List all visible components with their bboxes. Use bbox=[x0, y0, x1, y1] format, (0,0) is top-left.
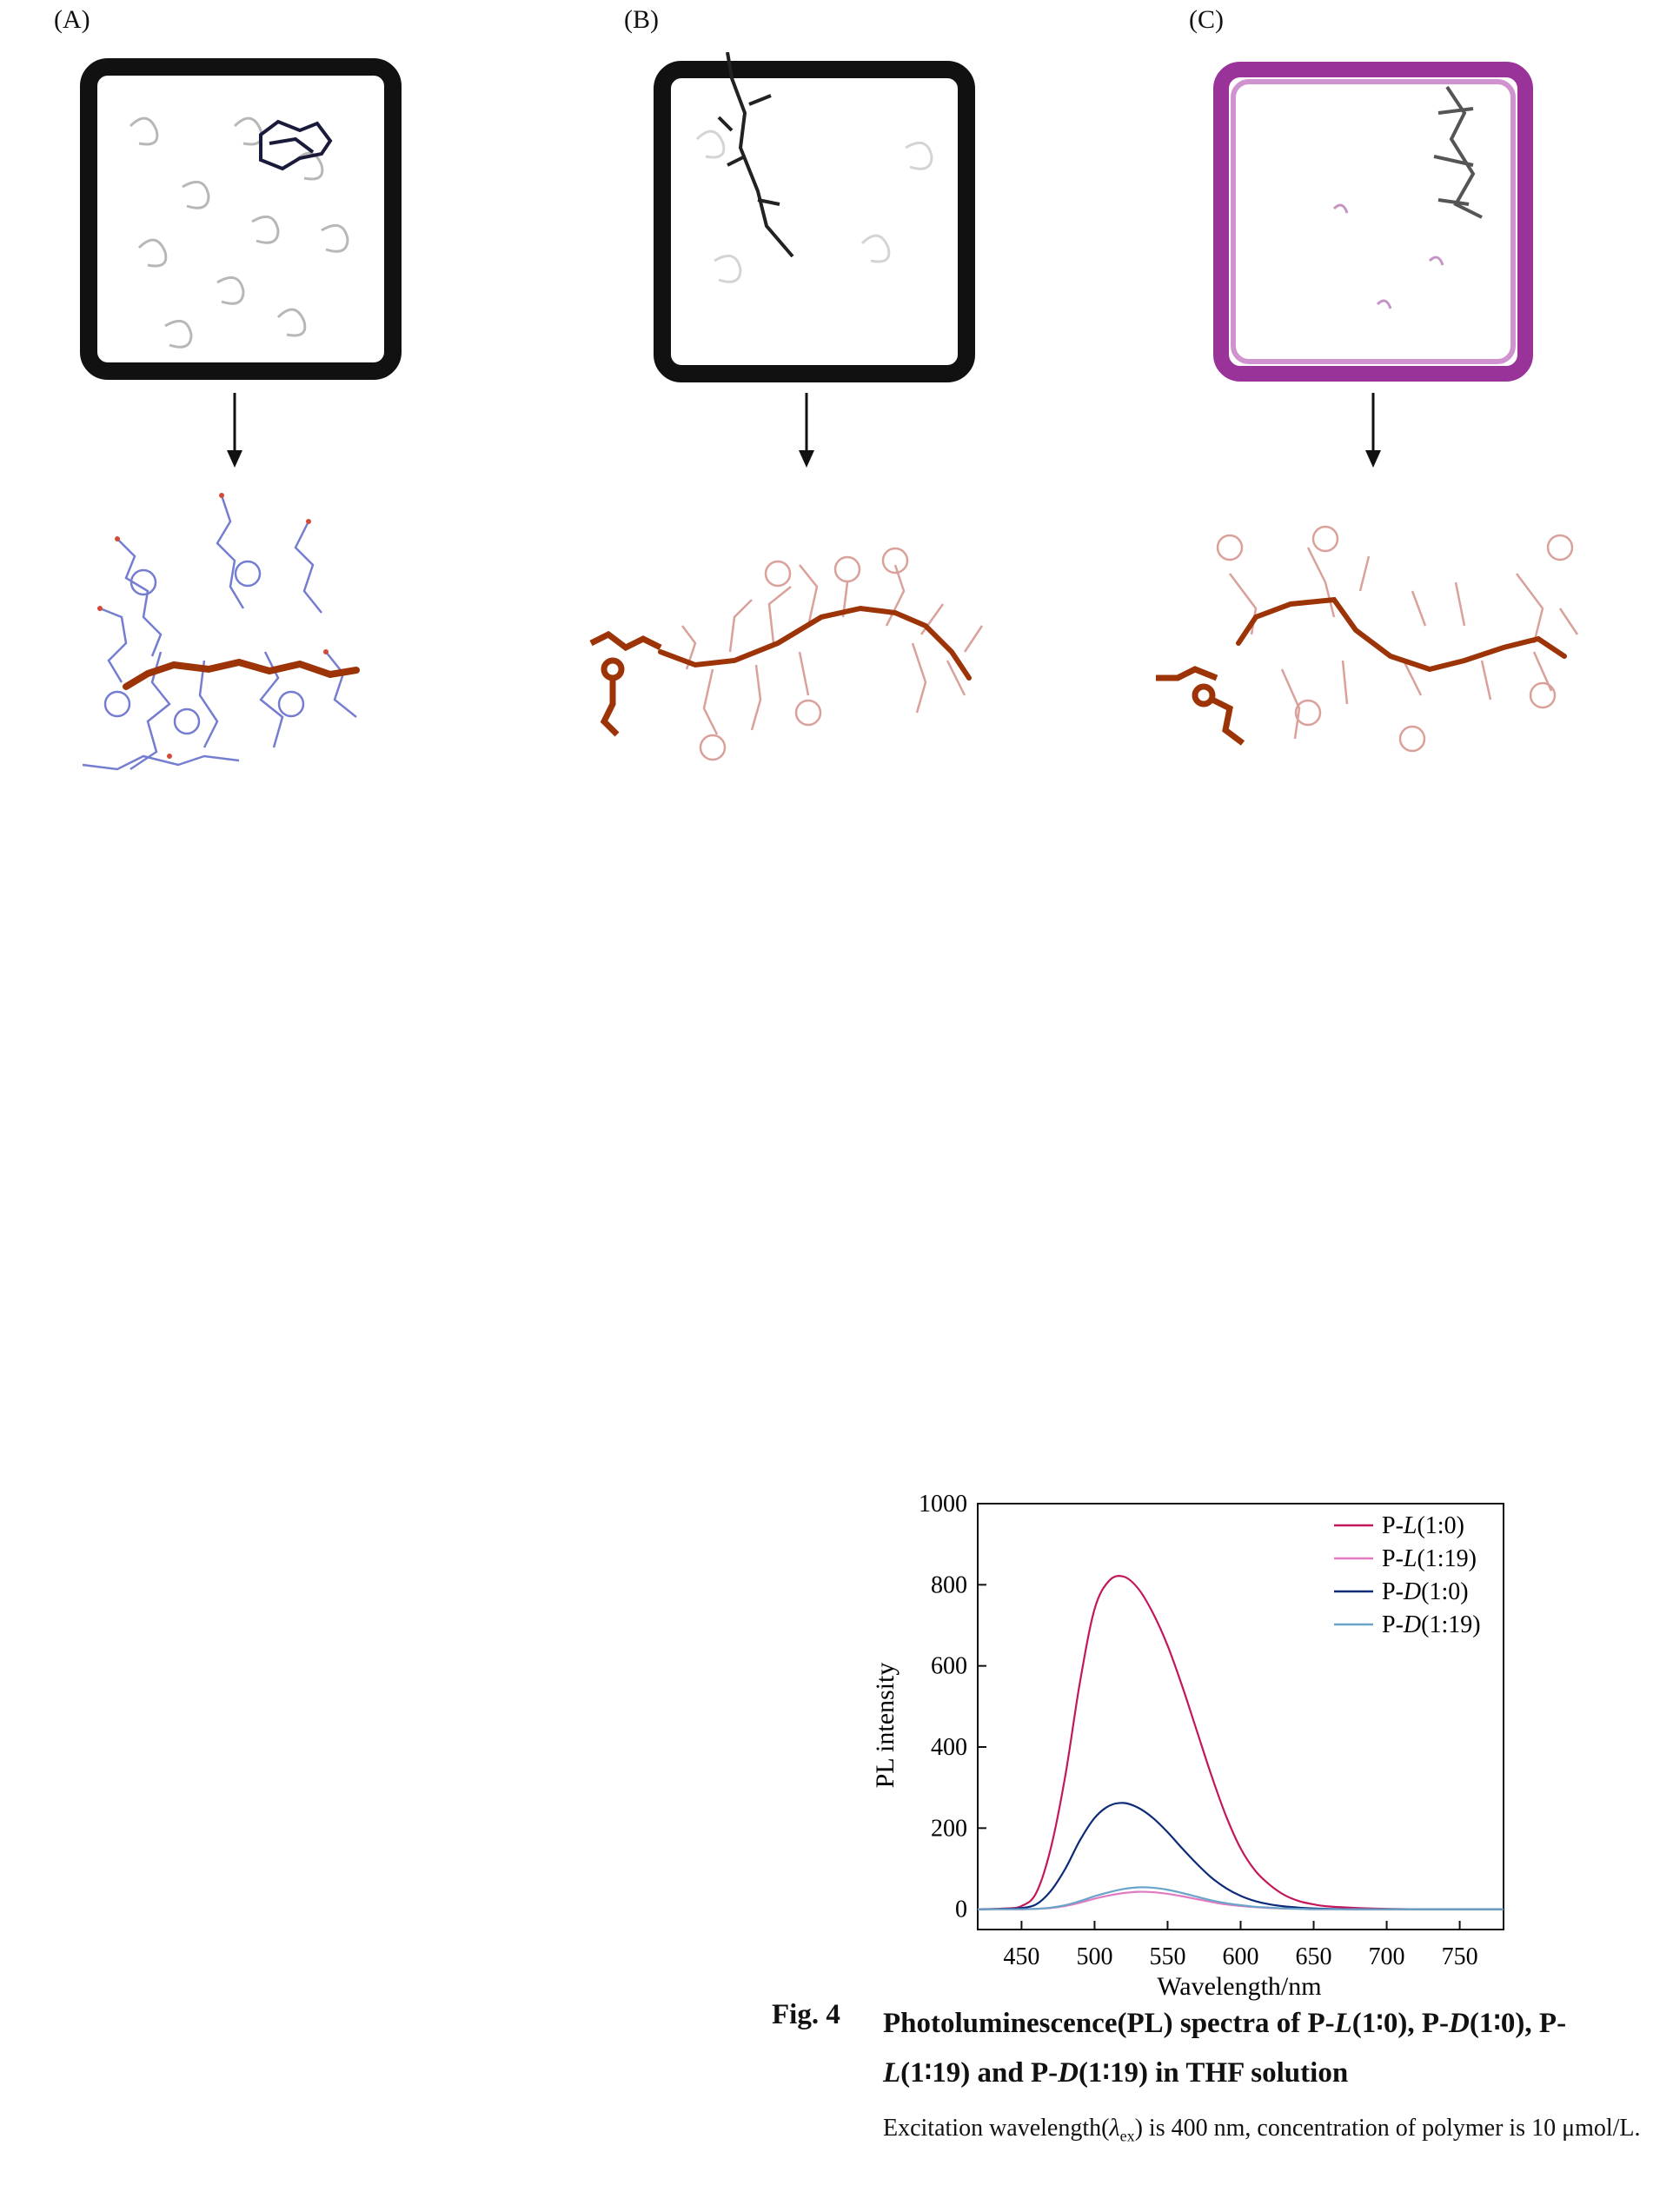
legend-label: P-L(1:19) bbox=[1382, 1545, 1477, 1572]
polymer-backbone bbox=[1236, 596, 1567, 673]
series-line-3 bbox=[978, 1886, 1504, 1910]
box-frame bbox=[1213, 62, 1533, 382]
down-arrow-c bbox=[1365, 393, 1381, 468]
y-tick-label: 1000 bbox=[919, 1491, 967, 1518]
x-tick-label: 550 bbox=[1149, 1943, 1185, 1970]
polymer-strand bbox=[717, 52, 794, 258]
polymer-backbone bbox=[658, 605, 972, 681]
y-tick-label: 0 bbox=[955, 1896, 967, 1923]
molecule-structure-b bbox=[589, 547, 984, 761]
x-axis-label: Wavelength/nm bbox=[1157, 1972, 1321, 2001]
x-tick-label: 500 bbox=[1076, 1943, 1112, 1970]
y-axis-label: PL intensity bbox=[871, 1663, 900, 1789]
down-arrow-b bbox=[799, 393, 814, 468]
legend-label: P-D(1:0) bbox=[1382, 1578, 1469, 1605]
simulation-box-b bbox=[654, 52, 975, 382]
end-group bbox=[1156, 666, 1245, 746]
y-tick-label: 800 bbox=[931, 1571, 967, 1598]
solvent-swirls bbox=[695, 130, 933, 283]
solvent-swirls bbox=[1332, 203, 1444, 309]
polymer-cluster bbox=[1433, 85, 1483, 219]
figure-note: Excitation wavelength(λex) is 400 nm, co… bbox=[883, 2115, 1641, 2145]
simulation-box-a bbox=[80, 58, 402, 380]
y-tick-label: 400 bbox=[931, 1734, 967, 1761]
x-tick-label: 450 bbox=[1003, 1943, 1039, 1970]
y-tick-label: 600 bbox=[931, 1653, 967, 1680]
side-chains bbox=[1216, 525, 1579, 753]
panel-label-b: (B) bbox=[624, 5, 659, 34]
legend-label: P-D(1:19) bbox=[1382, 1611, 1481, 1638]
down-arrow-a bbox=[227, 393, 242, 468]
end-group bbox=[589, 630, 662, 737]
legend-label: P-L(1:0) bbox=[1382, 1512, 1464, 1539]
figure-number: Fig. 4 bbox=[772, 1999, 840, 2030]
simulation-box-c bbox=[1213, 62, 1533, 382]
x-tick-label: 700 bbox=[1369, 1943, 1405, 1970]
pl-spectra-chart: 450 500 550 600 650 700 750 0 200 400 600 800 1000 P… bbox=[871, 1491, 1504, 2001]
molecule-structure-c bbox=[1156, 525, 1579, 753]
panel-label-a: (A) bbox=[54, 5, 90, 34]
y-tick-label: 200 bbox=[931, 1815, 967, 1842]
x-tick-label: 600 bbox=[1223, 1943, 1259, 1970]
series-line-0 bbox=[977, 1575, 1504, 1910]
box-frame bbox=[654, 61, 975, 382]
x-tick-label: 750 bbox=[1442, 1943, 1478, 1970]
polymer-backbone bbox=[123, 658, 360, 690]
side-chains bbox=[681, 547, 984, 761]
box-frame bbox=[80, 58, 402, 380]
molecule-structure-a bbox=[82, 493, 360, 771]
x-tick-label: 650 bbox=[1296, 1943, 1332, 1970]
panel-label-c: (C) bbox=[1189, 5, 1224, 34]
solvent-swirls bbox=[129, 116, 349, 349]
polymer-cluster bbox=[259, 119, 333, 171]
heteroatoms bbox=[97, 493, 329, 759]
figure-title: Photoluminescence(PL) spectra of P-L(1∶0… bbox=[883, 2008, 1567, 2089]
side-chains bbox=[82, 495, 357, 771]
